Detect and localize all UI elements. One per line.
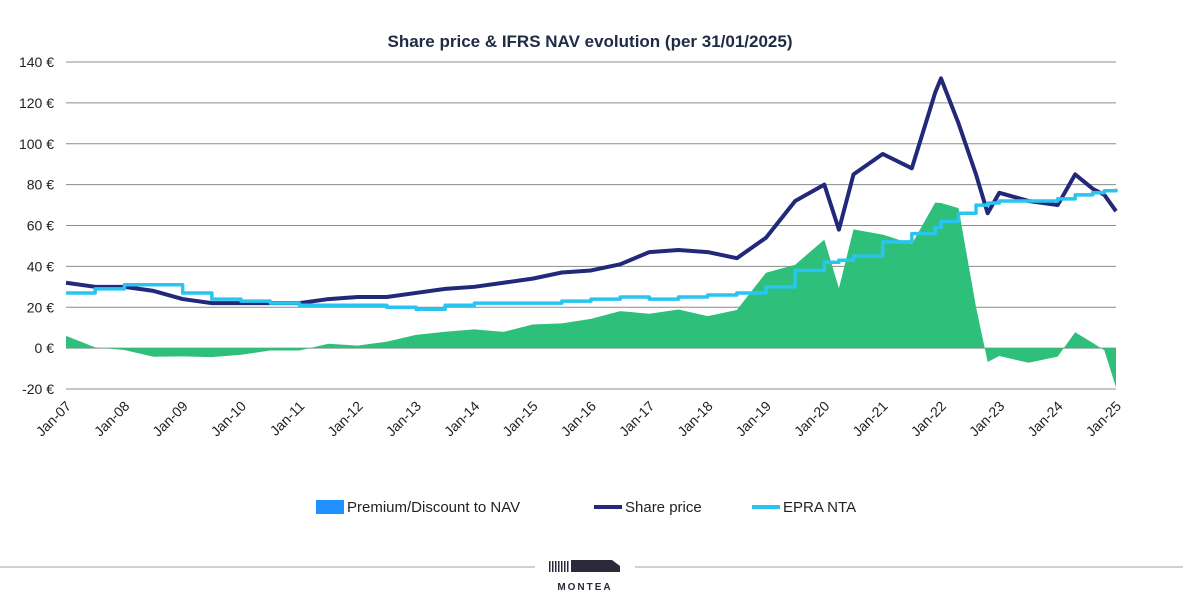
y-tick-label: 20 €: [27, 299, 54, 315]
legend-label-share-price: Share price: [625, 499, 702, 516]
x-tick-label: Jan-12: [324, 398, 366, 440]
x-tick-label: Jan-13: [383, 398, 425, 440]
x-tick-label: Jan-10: [208, 398, 250, 440]
x-tick-label: Jan-18: [674, 398, 716, 440]
legend-swatch-premium: [316, 500, 344, 514]
legend: Premium/Discount to NAV Share price EPRA…: [316, 499, 856, 516]
series-lines: [65, 76, 1118, 312]
y-tick-label: 100 €: [19, 136, 54, 152]
x-tick-label: Jan-15: [499, 398, 541, 440]
x-tick-label: Jan-19: [733, 398, 775, 440]
x-tick-label: Jan-24: [1024, 398, 1066, 440]
epra-nta-line: [66, 188, 1118, 312]
footer: MONTEA: [0, 560, 1183, 593]
x-tick-label: Jan-17: [616, 398, 658, 440]
x-tick-label: Jan-14: [441, 398, 483, 440]
legend-item-share-price: Share price: [594, 499, 702, 516]
y-tick-label: 0 €: [35, 340, 55, 356]
x-tick-label: Jan-21: [849, 398, 891, 440]
montea-logo-text: MONTEA: [557, 582, 612, 593]
x-tick-label: Jan-11: [267, 398, 308, 439]
legend-item-premium: Premium/Discount to NAV: [316, 499, 520, 516]
y-tick-label: 80 €: [27, 177, 54, 193]
premium-discount-series: [66, 202, 1116, 388]
x-tick-label: Jan-25: [1083, 398, 1125, 440]
x-tick-label: Jan-22: [908, 398, 950, 440]
y-tick-label: 60 €: [27, 218, 54, 234]
x-axis-ticks: Jan-07 Jan-08 Jan-09 Jan-10 Jan-11 Jan-12 Jan-…: [33, 398, 1125, 440]
y-tick-label: 40 €: [27, 258, 54, 274]
x-tick-label: Jan-09: [149, 398, 191, 440]
chart-title: Share price & IFRS NAV evolution (per 31…: [388, 32, 793, 51]
legend-item-epra: EPRA NTA: [752, 499, 856, 516]
x-tick-label: Jan-20: [791, 398, 833, 440]
y-axis-ticks: -20 € 0 € 20 € 40 € 60 € 80 € 100 € 120 € 140 €: [19, 54, 54, 397]
y-tick-label: -20 €: [22, 381, 54, 397]
premium-discount-area: [66, 202, 1116, 388]
x-tick-label: Jan-23: [966, 398, 1008, 440]
montea-logo-icon: [549, 560, 620, 572]
x-tick-label: Jan-07: [33, 398, 75, 440]
y-tick-label: 140 €: [19, 54, 54, 70]
y-tick-label: 120 €: [19, 95, 54, 111]
legend-label-premium: Premium/Discount to NAV: [347, 499, 520, 516]
x-tick-label: Jan-08: [91, 398, 133, 440]
legend-label-epra: EPRA NTA: [783, 499, 856, 516]
x-tick-label: Jan-16: [558, 398, 600, 440]
